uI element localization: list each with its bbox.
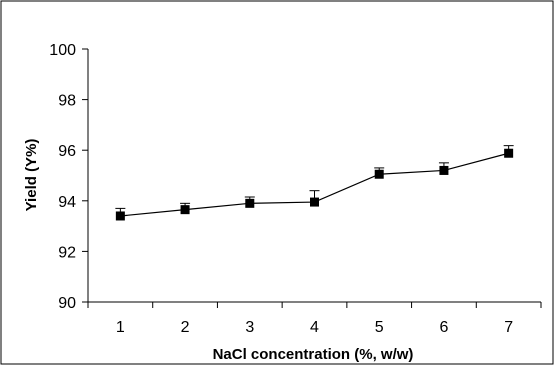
y-tick-label: 92 [58,244,76,261]
axes [87,49,541,303]
x-tick-label: 2 [181,319,190,336]
x-tick-label: 5 [375,319,384,336]
y-tick-label: 98 [58,93,76,110]
y-axis-label: Yield (Y%) [23,139,40,212]
data-point [310,197,319,207]
data-point [115,211,125,221]
data-point [439,165,449,175]
data-point [245,198,255,208]
x-tick-label: 7 [504,319,513,336]
x-tick-label: 1 [116,319,125,336]
data-point [180,205,190,215]
y-tick-label: 94 [58,194,76,211]
y-tick-label: 90 [58,295,76,312]
ticks: 90 92 94 96 98 100 1 2 3 4 5 6 7 [49,42,542,336]
data-point [504,148,514,158]
x-tick-label: 6 [439,319,448,336]
x-axis-label: NaCl concentration (%, w/w) [213,346,414,363]
y-tick-label: 96 [58,143,76,160]
data-point [374,169,384,179]
x-tick-label: 4 [310,319,319,336]
x-tick-label: 3 [245,319,254,336]
series [115,148,514,221]
y-tick-label: 100 [49,42,76,59]
